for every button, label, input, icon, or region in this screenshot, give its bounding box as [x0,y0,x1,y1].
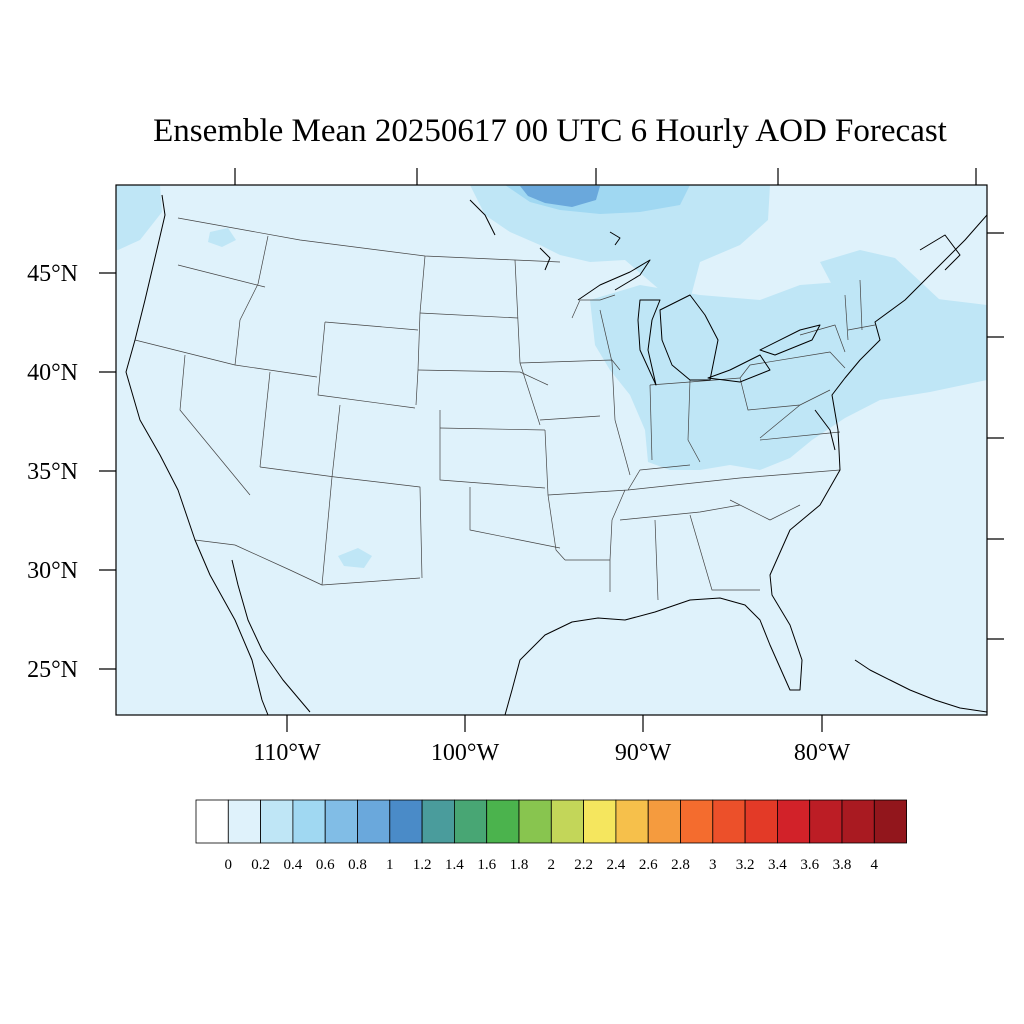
longitude-labels: 110°W 100°W 90°W 80°W [253,740,850,766]
colorbar-swatch [195,799,229,844]
coastlines [125,194,987,715]
colorbar-label: 4 [871,857,879,873]
colorbar-label: 2.2 [574,857,593,873]
colorbar-label: 1 [386,857,394,873]
colorbar: 0 0.2 0.4 0.6 0.8 1 1.2 1.4 1.6 1.8 2 2.2 2.4 2.6 2.8 3… [195,799,907,873]
colorbar-swatch [260,799,294,844]
colorbar-swatch [518,799,552,844]
colorbar-label: 1.2 [413,857,432,873]
aod-contour-pnw-edge [116,185,162,250]
state-boundaries [134,217,876,601]
colorbar-swatch [486,799,520,844]
colorbar-swatch [873,799,907,844]
lon-label: 110°W [253,740,321,766]
colorbar-label: 0 [225,857,233,873]
colorbar-label: 1.8 [510,857,529,873]
lat-label: 30°N [27,558,78,584]
aod-contour-great-lakes [590,282,987,470]
colorbar-swatch [841,799,875,844]
colorbar-swatch [453,799,488,844]
aod-contour-west-blob [208,228,236,247]
colorbar-label: 3 [709,857,717,873]
colorbar-swatch [389,799,423,844]
latitude-labels: 45°N 40°N 35°N 30°N 25°N [27,261,78,683]
colorbar-label: 0.6 [316,857,335,873]
colorbar-swatch [647,799,681,844]
colorbar-swatch [583,799,617,844]
aod-contour-canada-peak [520,186,600,207]
colorbar-label: 2.4 [607,857,626,873]
aod-shading [116,185,987,568]
colorbar-label: 3.2 [736,857,755,873]
colorbar-label: 0.8 [348,857,367,873]
colorbar-swatch [712,799,746,844]
colorbar-label: 1.4 [445,857,464,873]
colorbar-swatch [292,799,326,844]
aod-contour-sw-blob [338,548,372,568]
aod-contour-canada-north [470,185,770,300]
lon-label: 80°W [794,740,851,766]
colorbar-label: 3.6 [800,857,819,873]
colorbar-label: 0.4 [284,857,303,873]
colorbar-label: 2 [548,857,556,873]
map-title: Ensemble Mean 20250617 00 UTC 6 Hourly A… [153,113,947,149]
colorbar-label: 3.8 [833,857,852,873]
map-frame [115,184,988,716]
colorbar-swatch [357,799,391,844]
aod-contour-northeast [820,250,987,335]
colorbar-label: 2.6 [639,857,658,873]
colorbar-swatch [615,799,649,844]
lat-label: 40°N [27,360,78,386]
lon-label: 90°W [615,740,672,766]
axis-ticks [99,168,1004,732]
lat-label: 35°N [27,459,78,485]
colorbar-label: 0.2 [251,857,270,873]
lat-label: 45°N [27,261,78,287]
colorbar-swatch [550,799,584,844]
colorbar-label: 1.6 [477,857,496,873]
colorbar-label: 2.8 [671,857,690,873]
colorbar-label: 3.4 [768,857,787,873]
colorbar-swatch [744,799,778,844]
lon-label: 100°W [431,740,500,766]
map-panel [115,184,988,716]
colorbar-swatch [777,799,811,844]
colorbar-swatch [680,799,714,844]
lat-label: 25°N [27,657,78,683]
colorbar-swatch [421,799,455,844]
colorbar-swatch [809,799,843,844]
colorbar-swatch [227,799,262,844]
colorbar-swatch [324,799,358,844]
